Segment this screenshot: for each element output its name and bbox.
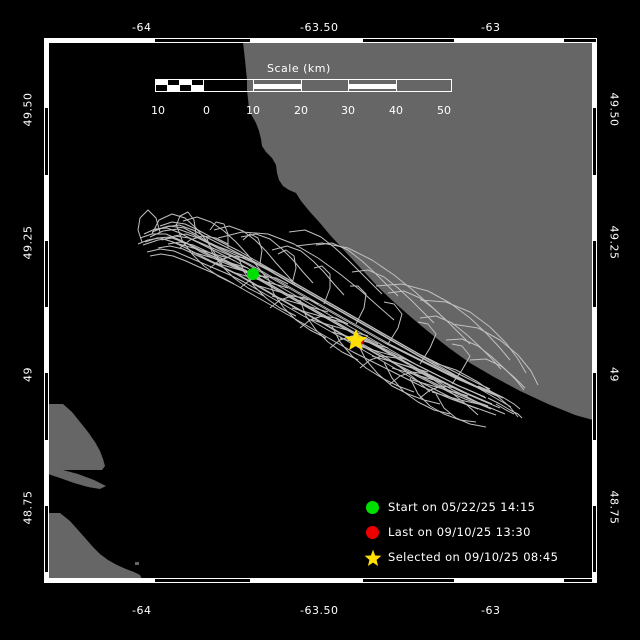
scale-tick-label-3: 20 <box>294 104 308 117</box>
scale-tick-label-6: 50 <box>437 104 451 117</box>
land-polygon-northeast <box>243 42 593 420</box>
axis-bar-bottom <box>45 578 564 582</box>
scale-tick-label-0: 10 <box>151 104 165 117</box>
green-circle-icon <box>362 497 388 517</box>
land-polygon-southwest-lower <box>48 513 142 579</box>
legend-item-start[interactable]: Start on 05/22/25 14:15 <box>362 494 594 519</box>
scale-bar-title: Scale (km) <box>267 62 331 75</box>
start-marker[interactable] <box>247 268 259 280</box>
legend-label-last: Last on 09/10/25 13:30 <box>388 524 531 539</box>
scale-tick-label-5: 40 <box>389 104 403 117</box>
red-circle-icon <box>362 522 388 542</box>
axis-bar-top <box>45 39 564 43</box>
x-tick-label-bottom-1: -63.50 <box>300 604 339 617</box>
scale-tick-label-2: 10 <box>246 104 260 117</box>
axis-bar-right <box>592 42 596 582</box>
legend-item-selected[interactable]: Selected on 09/10/25 08:45 <box>362 544 594 569</box>
yellow-star-icon <box>362 547 388 567</box>
land-polygon-southwest-spit <box>48 470 106 489</box>
scale-tick-label-4: 30 <box>341 104 355 117</box>
legend-label-selected: Selected on 09/10/25 08:45 <box>388 549 559 564</box>
map-legend: Start on 05/22/25 14:15 Last on 09/10/25… <box>362 494 594 569</box>
x-tick-label-top-2: -63 <box>481 21 501 34</box>
x-tick-label-top-1: -63.50 <box>300 21 339 34</box>
plot-frame-outer <box>44 38 597 583</box>
x-tick-label-bottom-2: -63 <box>481 604 501 617</box>
scale-tick-label-1: 0 <box>203 104 210 117</box>
land-polygon-southwest-upper <box>48 404 105 470</box>
x-tick-label-top-0: -64 <box>132 21 152 34</box>
scale-bar-graphic <box>155 79 452 92</box>
axis-bar-left <box>45 42 49 582</box>
selected-marker[interactable] <box>345 329 367 350</box>
legend-label-start: Start on 05/22/25 14:15 <box>388 499 536 514</box>
legend-item-last[interactable]: Last on 09/10/25 13:30 <box>362 519 594 544</box>
x-tick-label-bottom-0: -64 <box>132 604 152 617</box>
land-dot-southwest <box>135 562 139 565</box>
